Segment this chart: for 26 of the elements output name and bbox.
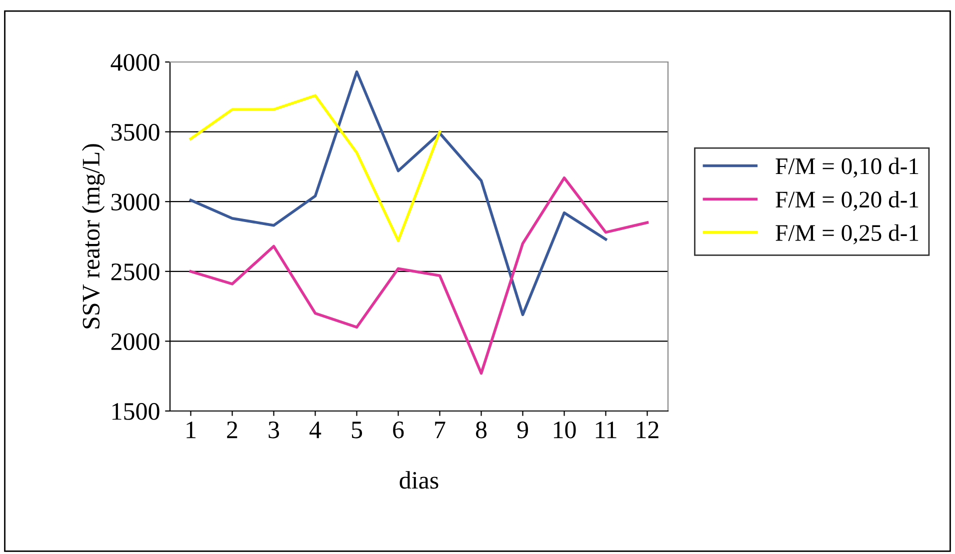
x-tick-label: 6 — [393, 422, 404, 438]
y-tick-label: 3500 — [111, 124, 160, 141]
x-tick-label: 4 — [309, 422, 322, 438]
x-tick-label: 11 — [596, 422, 616, 438]
x-tick-label: 7 — [435, 422, 446, 438]
y-tick-label: 3000 — [111, 194, 160, 211]
x-tick-label: 5 — [352, 422, 362, 438]
x-tick-label: 12 — [636, 422, 658, 438]
y-tick-label: 2000 — [111, 333, 160, 350]
y-tick-label: 4000 — [110, 54, 160, 71]
x-axis-title: dias — [400, 471, 438, 489]
legend-label: F/M = 0,25 d-1 — [776, 224, 918, 244]
x-tick-label: 8 — [476, 421, 487, 438]
line-series — [189, 70, 608, 316]
x-tick-label: 2 — [227, 422, 238, 438]
legend-label: F/M = 0,10 d-1 — [776, 158, 918, 178]
x-tick-label: 9 — [517, 422, 528, 438]
legend-label: F/M = 0,20 d-1 — [776, 190, 918, 211]
line-series — [189, 176, 649, 375]
y-tick-label: 2500 — [111, 263, 160, 280]
x-tick-label: 1 — [186, 422, 196, 438]
line-series — [189, 94, 442, 242]
y-tick-label: 1500 — [112, 403, 160, 420]
x-tick-label: 10 — [554, 421, 576, 438]
x-tick-label: 3 — [268, 422, 280, 438]
y-axis-title: SSV reator (mg/L) — [82, 144, 105, 328]
